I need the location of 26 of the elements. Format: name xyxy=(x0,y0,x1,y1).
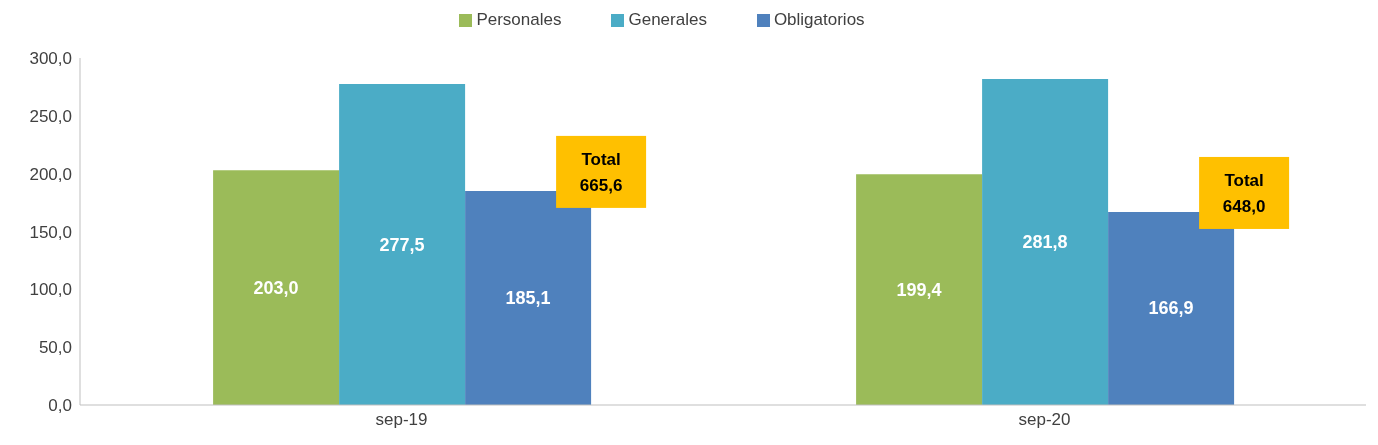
data-label: 166,9 xyxy=(1148,298,1194,319)
y-tick-label: 250,0 xyxy=(29,106,72,126)
total-label: Total 648,0 xyxy=(1222,170,1266,216)
total-box: Total 648,0 xyxy=(1199,156,1290,229)
y-tick-label: 200,0 xyxy=(29,164,72,184)
total-label: Total 665,6 xyxy=(579,149,623,195)
x-tick-label: sep-19 xyxy=(375,410,428,430)
total-box: Total 665,6 xyxy=(556,135,647,208)
bar xyxy=(213,170,340,405)
bar xyxy=(339,84,466,405)
data-label: 277,5 xyxy=(379,234,425,255)
legend-label: Personales xyxy=(476,10,562,29)
bar xyxy=(982,79,1109,405)
x-tick-label: sep-20 xyxy=(1018,410,1071,430)
bar xyxy=(856,174,983,405)
y-tick-label: 0,0 xyxy=(48,396,72,416)
y-tick-label: 50,0 xyxy=(38,338,72,358)
data-label: 203,0 xyxy=(253,277,299,298)
y-tick-label: 150,0 xyxy=(29,222,72,242)
y-tick-label: 300,0 xyxy=(29,49,72,69)
data-label: 199,4 xyxy=(896,279,942,300)
legend-label: Obligatorios xyxy=(773,10,865,29)
y-tick-label: 100,0 xyxy=(29,280,72,300)
legend-label: Generales xyxy=(628,10,707,29)
data-label: 281,8 xyxy=(1022,232,1068,253)
data-label: 185,1 xyxy=(505,287,551,308)
